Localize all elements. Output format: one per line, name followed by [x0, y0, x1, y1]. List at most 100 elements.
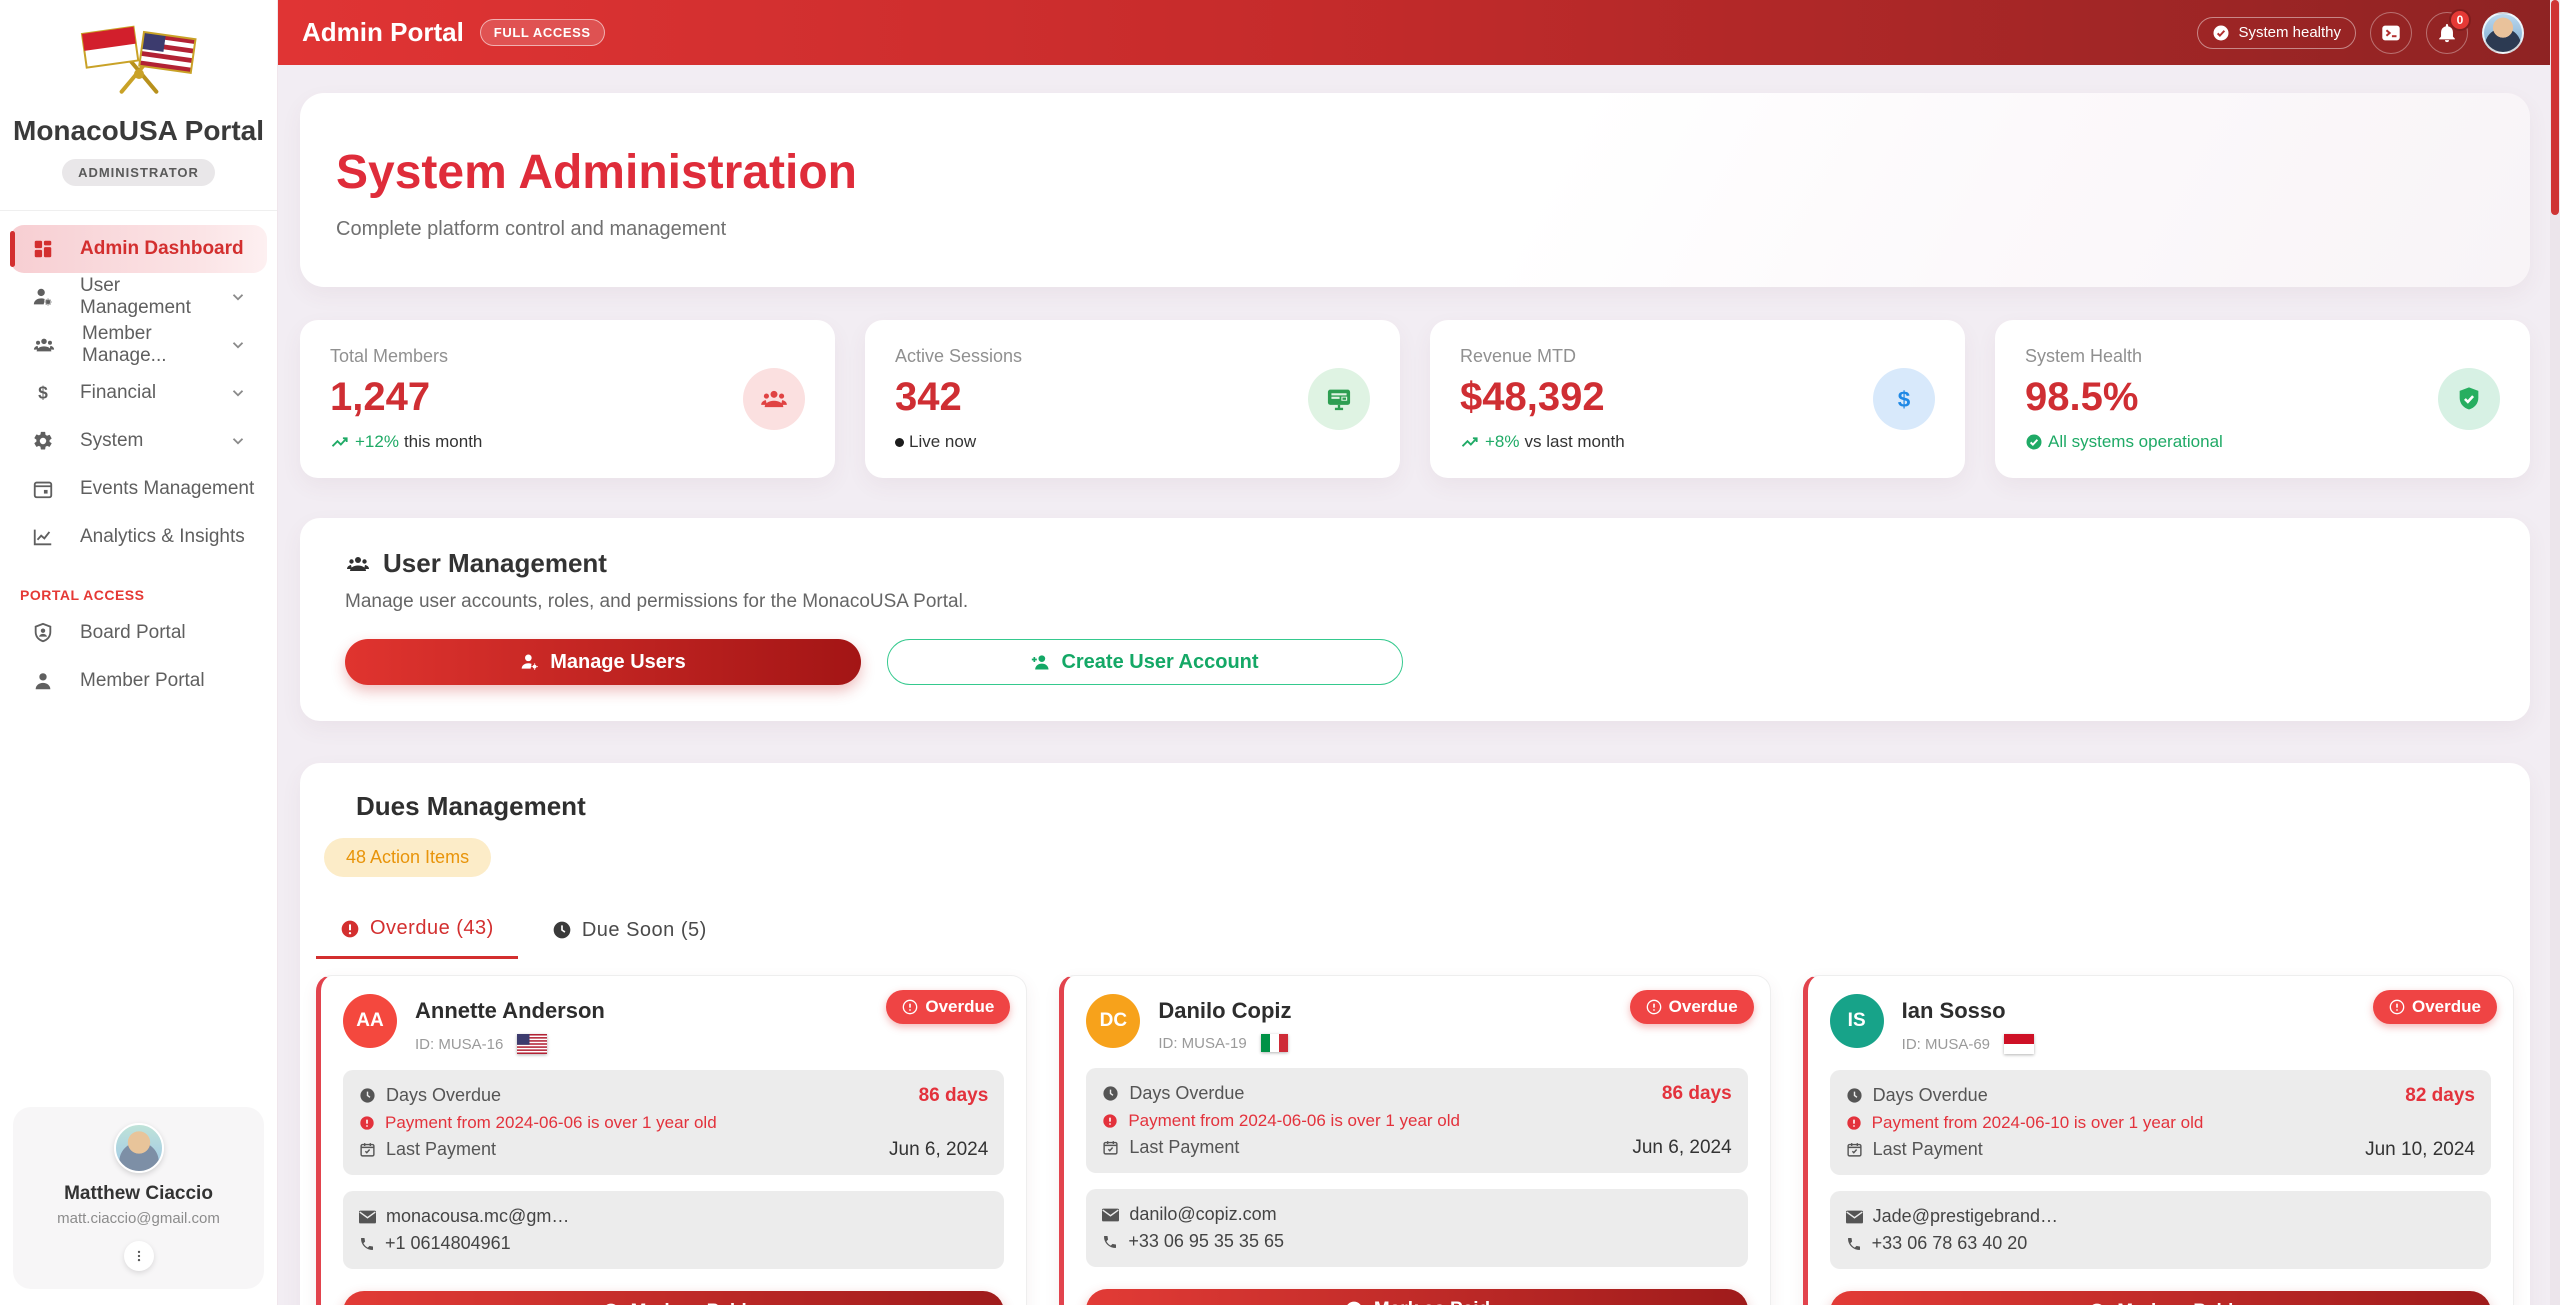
shield-person-icon [34, 622, 52, 643]
member-phone[interactable]: +33 06 78 63 40 20 [1871, 1233, 2028, 1253]
page-subtitle: Complete platform control and management [336, 218, 727, 240]
dollar-icon: $ [38, 383, 48, 403]
member-email[interactable]: Jade@prestigebrand… [1872, 1206, 2059, 1226]
sidebar-item-financial[interactable]: $ Financial [10, 369, 267, 417]
user-management-section: User Management Manage user accounts, ro… [300, 518, 2530, 721]
error-icon [1846, 1115, 1861, 1130]
calendar-check-icon [360, 1143, 375, 1157]
last-payment-label: Last Payment [1872, 1139, 1983, 1159]
dues-title: Dues Management [356, 791, 586, 821]
notifications-button[interactable]: 0 [2426, 8, 2471, 54]
dues-tabs: Overdue (43) Due Soon (5) [316, 911, 2514, 959]
monitor-icon [1327, 389, 1351, 411]
payment-warning: Payment from 2024-06-10 is over 1 year o… [1871, 1112, 2204, 1132]
sidebar-user-card: Matthew Ciaccio matt.ciaccio@gmail.com [13, 1107, 264, 1289]
system-health-label: System healthy [2238, 24, 2341, 41]
contact-box: danilo@copiz.com +33 06 95 35 35 65 [1086, 1189, 1748, 1267]
sidebar: MonacoUSA Portal ADMINISTRATOR Admin Das… [0, 0, 278, 1305]
stat-trend-note: vs last month [1524, 432, 1625, 451]
revenue-icon-circle: $ [1873, 368, 1935, 430]
nav-label: Board Portal [80, 622, 186, 643]
create-user-label: Create User Account [1061, 650, 1259, 673]
stat-label: Active Sessions [895, 346, 1023, 366]
main-column: Admin Portal FULL ACCESS System healthy [278, 0, 2560, 1305]
user-menu-button[interactable] [123, 1241, 154, 1271]
bell-icon [2439, 23, 2455, 42]
notification-count-badge: 0 [2449, 8, 2471, 31]
line-chart-icon [33, 529, 52, 546]
member-cards-grid: Overdue AA Annette Anderson ID: MUSA-16 [316, 975, 2514, 1305]
full-access-badge: FULL ACCESS [479, 19, 605, 46]
group-icon [347, 556, 369, 571]
days-overdue-value: 86 days [1661, 1082, 1732, 1104]
portal-access-nav: Board Portal Member Portal [0, 609, 277, 705]
terminal-button[interactable] [2370, 11, 2412, 54]
mark-paid-label: Mark as Paid [2117, 1301, 2233, 1305]
member-name: Annette Anderson [415, 998, 605, 1023]
clock-icon [1103, 1086, 1118, 1101]
calendar-icon [33, 481, 53, 499]
member-initials: AA [356, 1010, 384, 1031]
header-avatar[interactable] [2482, 11, 2524, 54]
italy-flag-icon [1260, 1034, 1288, 1052]
member-initials: IS [1847, 1010, 1866, 1031]
top-header: Admin Portal FULL ACCESS System healthy [278, 0, 2560, 65]
tab-overdue[interactable]: Overdue (43) [316, 911, 518, 959]
sidebar-item-events-management[interactable]: Events Management [10, 465, 267, 513]
action-items-badge: 48 Action Items [324, 838, 492, 877]
main-content: System Administration Complete platform … [278, 65, 2560, 1305]
member-card: Overdue DC Danilo Copiz ID: MUSA-19 [1059, 975, 1771, 1305]
sidebar-item-system[interactable]: System [10, 417, 267, 465]
stat-trend: +12% [355, 432, 399, 451]
member-email[interactable]: monacousa.mc@gm… [386, 1206, 570, 1226]
sidebar-item-analytics-insights[interactable]: Analytics & Insights [10, 513, 267, 561]
overdue-label: Overdue [2412, 997, 2481, 1016]
member-phone[interactable]: +1 0614804961 [385, 1233, 511, 1253]
contact-box: monacousa.mc@gm… +1 0614804961 [343, 1191, 1005, 1269]
page-scrollbar[interactable] [2550, 0, 2560, 1305]
mark-as-paid-button[interactable]: Mark as Paid [343, 1291, 1005, 1305]
sidebar-item-member-management[interactable]: Member Manage... [10, 321, 267, 369]
email-icon [1102, 1208, 1120, 1221]
trending-up-icon [331, 437, 348, 447]
nav-label: Admin Dashboard [80, 238, 244, 259]
sidebar-item-board-portal[interactable]: Board Portal [10, 609, 267, 657]
sidebar-item-admin-dashboard[interactable]: Admin Dashboard [10, 225, 267, 273]
scrollbar-thumb[interactable] [2551, 0, 2559, 215]
member-phone[interactable]: +33 06 95 35 35 65 [1128, 1231, 1284, 1251]
mark-as-paid-button[interactable]: Mark as Paid [1829, 1291, 2491, 1305]
sidebar-item-member-portal[interactable]: Member Portal [10, 657, 267, 705]
sidebar-nav: Admin Dashboard User Management Member M… [0, 225, 277, 561]
user-name: Matthew Ciaccio [64, 1183, 213, 1204]
create-user-account-button[interactable]: Create User Account [887, 639, 1403, 685]
manage-users-button[interactable]: Manage Users [345, 639, 861, 685]
stats-row: Total Members 1,247 +12% this month [300, 320, 2530, 478]
person-add-icon [1032, 655, 1049, 670]
member-email[interactable]: danilo@copiz.com [1129, 1204, 1277, 1224]
tab-label: Overdue (43) [370, 917, 494, 939]
tab-due-soon[interactable]: Due Soon (5) [528, 911, 731, 959]
overdue-label: Overdue [925, 997, 995, 1016]
sidebar-divider [0, 210, 277, 211]
portal-title: MonacoUSA Portal [13, 115, 264, 146]
live-dot-icon [895, 437, 904, 447]
gear-icon [34, 431, 52, 450]
stat-trend-note: this month [403, 432, 483, 451]
person-icon [35, 673, 51, 690]
sidebar-item-user-management[interactable]: User Management [10, 273, 267, 321]
mark-as-paid-button[interactable]: Mark as Paid [1086, 1289, 1748, 1305]
stat-value: 1,247 [330, 375, 431, 419]
clock-icon [360, 1088, 375, 1103]
system-health-pill[interactable]: System healthy [2197, 16, 2356, 49]
health-icon-circle [2438, 368, 2500, 430]
alert-circle-icon [2389, 999, 2405, 1015]
member-id: ID: MUSA-19 [1158, 1034, 1247, 1052]
nav-label: Analytics & Insights [80, 526, 245, 547]
payment-details-box: Days Overdue 82 days Payment from 2024-0… [1829, 1070, 2491, 1175]
dues-management-section: Dues Management 48 Action Items Overdue … [300, 763, 2530, 1305]
user-gear-icon [33, 288, 52, 306]
stat-card-revenue: Revenue MTD $48,392 +8% vs last month $ [1430, 320, 1965, 478]
phone-icon [1104, 1235, 1117, 1248]
stat-label: Revenue MTD [1460, 346, 1577, 366]
